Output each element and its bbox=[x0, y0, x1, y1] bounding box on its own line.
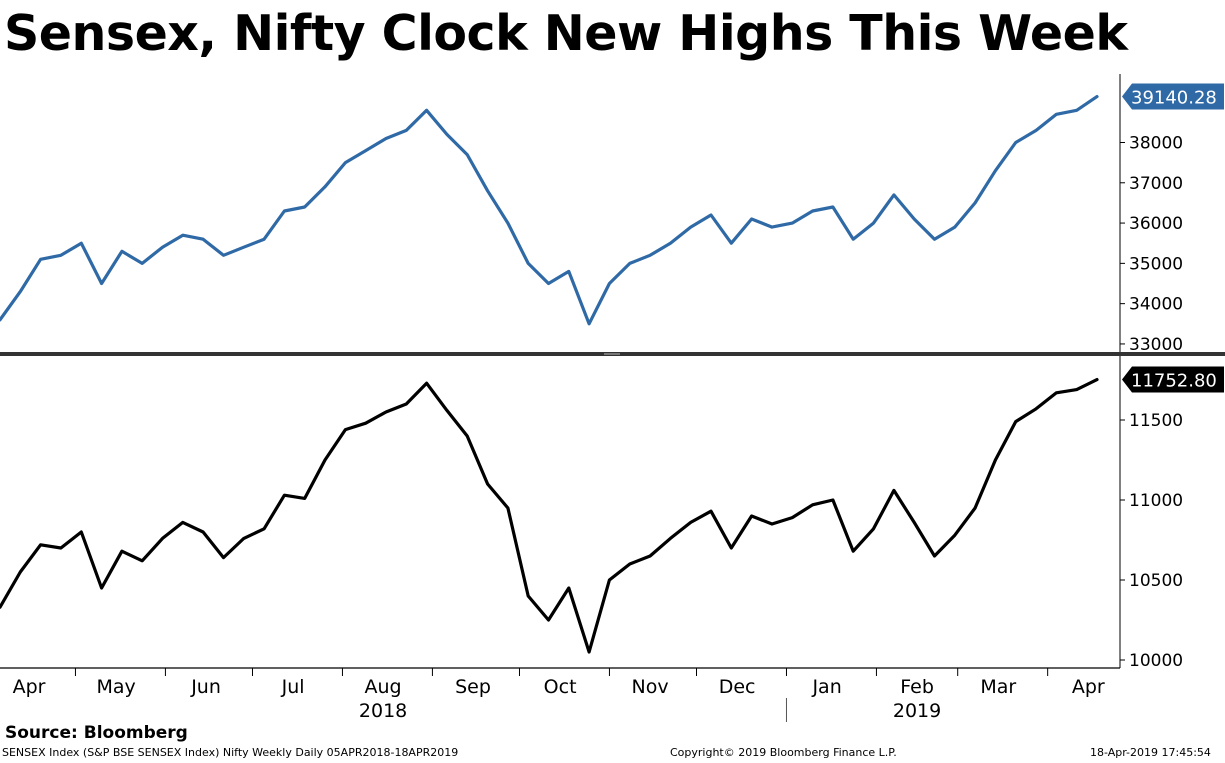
y-tick-label: 38000 bbox=[1129, 133, 1183, 153]
chart-title: Sensex, Nifty Clock New Highs This Week bbox=[4, 5, 1128, 62]
last-value-label: 39140.28 bbox=[1131, 88, 1217, 109]
sensex-panel: 33000 34000 35000 36000 37000 38000 39140.28 bbox=[0, 74, 1224, 355]
footer-copyright: Copyright© 2019 Bloomberg Finance L.P. bbox=[670, 746, 897, 759]
x-tick-label: Feb bbox=[900, 676, 934, 698]
x-year-label: 2019 bbox=[893, 700, 941, 722]
y-tick-label: 10000 bbox=[1129, 651, 1183, 671]
x-tick-label: Apr bbox=[1072, 676, 1105, 698]
x-tick-label: Jul bbox=[281, 676, 305, 698]
y-tick-label: 37000 bbox=[1129, 174, 1183, 194]
x-tick-label: Aug bbox=[365, 676, 402, 698]
y-tick-label: 11000 bbox=[1129, 491, 1183, 511]
nifty-panel: 10000 10500 11000 11500 11752.80 bbox=[0, 356, 1224, 671]
y-tick-label: 36000 bbox=[1129, 214, 1183, 234]
y-tick-label: 34000 bbox=[1129, 295, 1183, 315]
x-tick-label: Sep bbox=[455, 676, 491, 698]
x-tick-label: Apr bbox=[13, 676, 46, 698]
series-line bbox=[0, 378, 1099, 654]
x-tick-label: Nov bbox=[632, 676, 669, 698]
x-tick-label: May bbox=[96, 676, 135, 698]
series-line bbox=[0, 95, 1099, 326]
y-tick-label: 33000 bbox=[1129, 335, 1183, 355]
last-value-tag bbox=[1122, 83, 1224, 110]
footer-timestamp: 18-Apr-2019 17:45:54 bbox=[1090, 746, 1211, 759]
x-tick-label: Oct bbox=[544, 676, 577, 698]
footer-series-info: SENSEX Index (S&P BSE SENSEX Index) Nift… bbox=[2, 746, 459, 759]
source-label: Source: Bloomberg bbox=[5, 723, 188, 743]
x-year-label: 2018 bbox=[359, 700, 407, 722]
x-tick-label: Mar bbox=[980, 676, 1016, 698]
last-value-tag bbox=[1122, 366, 1224, 393]
y-tick-label: 10500 bbox=[1129, 571, 1183, 591]
x-tick-label: Dec bbox=[719, 676, 756, 698]
x-tick-label: Jun bbox=[190, 676, 221, 698]
y-tick-label: 35000 bbox=[1129, 254, 1183, 274]
y-tick-label: 11500 bbox=[1129, 411, 1183, 431]
x-tick-label: Jan bbox=[811, 676, 841, 698]
last-value-label: 11752.80 bbox=[1131, 371, 1217, 392]
chart-area: 33000 34000 35000 36000 37000 38000 39140.28 10… bbox=[0, 74, 1225, 722]
